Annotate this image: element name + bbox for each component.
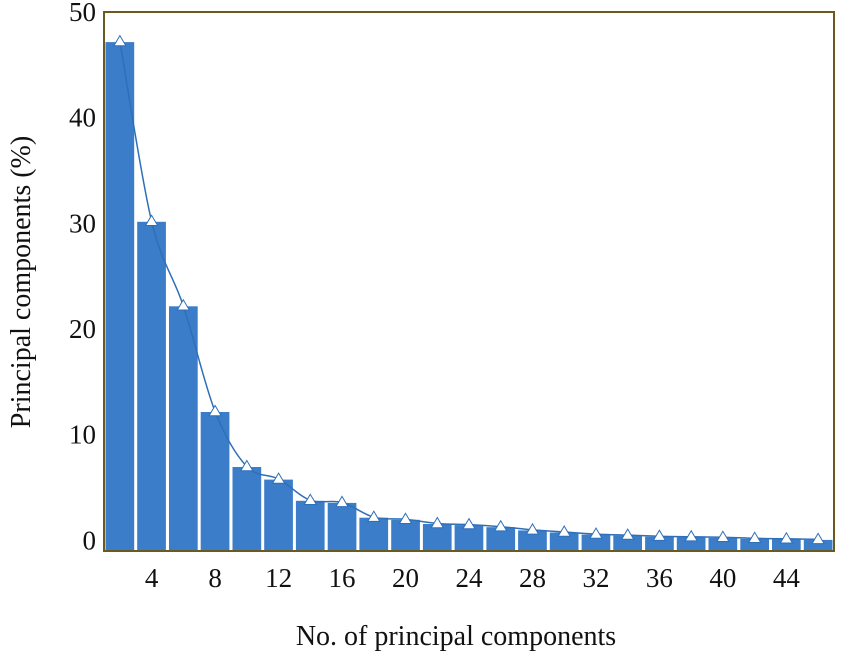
data-point-marker xyxy=(684,529,699,542)
data-point-marker xyxy=(113,34,127,47)
data-point-marker xyxy=(493,519,508,532)
data-point-marker xyxy=(176,298,191,311)
x-tick-label: 24 xyxy=(456,563,484,593)
data-point-marker xyxy=(557,525,572,537)
bars-group xyxy=(104,41,834,552)
data-point-marker xyxy=(366,510,381,522)
x-axis-label: No. of principal components xyxy=(296,621,616,652)
data-point-marker xyxy=(779,531,794,544)
data-point-marker xyxy=(747,531,762,543)
data-point-marker xyxy=(462,517,476,530)
data-point-marker xyxy=(620,528,635,540)
bar xyxy=(168,305,199,552)
y-tick-label: 40 xyxy=(69,103,96,133)
bar xyxy=(231,466,263,552)
x-tick-labels: 4 8 12 16 20 24 28 32 36 40 44 xyxy=(145,563,801,593)
data-point-marker xyxy=(716,530,730,542)
data-point-marker xyxy=(398,512,413,524)
x-tick-label: 28 xyxy=(519,563,546,593)
bar xyxy=(485,526,517,552)
plot-frame xyxy=(103,11,835,552)
x-tick-label: 44 xyxy=(773,563,801,593)
y-tick-label: 20 xyxy=(69,314,96,344)
bar xyxy=(358,516,390,552)
y-tick-label: 0 xyxy=(83,525,97,555)
x-tick-label: 32 xyxy=(583,563,610,593)
y-tick-label: 30 xyxy=(69,208,96,238)
data-point-marker xyxy=(271,472,286,484)
data-point-marker xyxy=(303,493,318,505)
bar xyxy=(136,220,167,552)
y-tick-label: 50 xyxy=(69,0,96,27)
x-tick-label: 20 xyxy=(392,563,419,593)
data-point-marker xyxy=(811,532,825,545)
data-point-marker xyxy=(335,495,349,508)
bar xyxy=(263,478,294,552)
x-tick-label: 8 xyxy=(208,563,222,593)
y-axis-label: Principal components (%) xyxy=(6,136,37,428)
bar xyxy=(326,501,358,552)
bar xyxy=(104,41,136,552)
x-tick-label: 16 xyxy=(329,563,356,593)
bar xyxy=(294,499,326,552)
data-point-marker xyxy=(652,529,667,541)
x-tick-label: 12 xyxy=(265,563,292,593)
data-point-marker xyxy=(589,527,603,539)
data-point-marker xyxy=(144,214,159,226)
data-point-marker xyxy=(239,459,254,472)
bar xyxy=(390,518,421,552)
y-tick-labels: 0 10 20 30 40 50 xyxy=(69,0,96,555)
x-tick-label: 4 xyxy=(145,563,159,593)
bar xyxy=(199,411,231,552)
data-point-marker xyxy=(208,404,222,417)
data-point-marker xyxy=(525,522,540,535)
trend-line-group xyxy=(113,34,825,545)
x-tick-label: 40 xyxy=(709,563,736,593)
data-point-marker xyxy=(430,516,445,529)
y-tick-label: 10 xyxy=(69,420,96,450)
x-tick-label: 36 xyxy=(646,563,673,593)
